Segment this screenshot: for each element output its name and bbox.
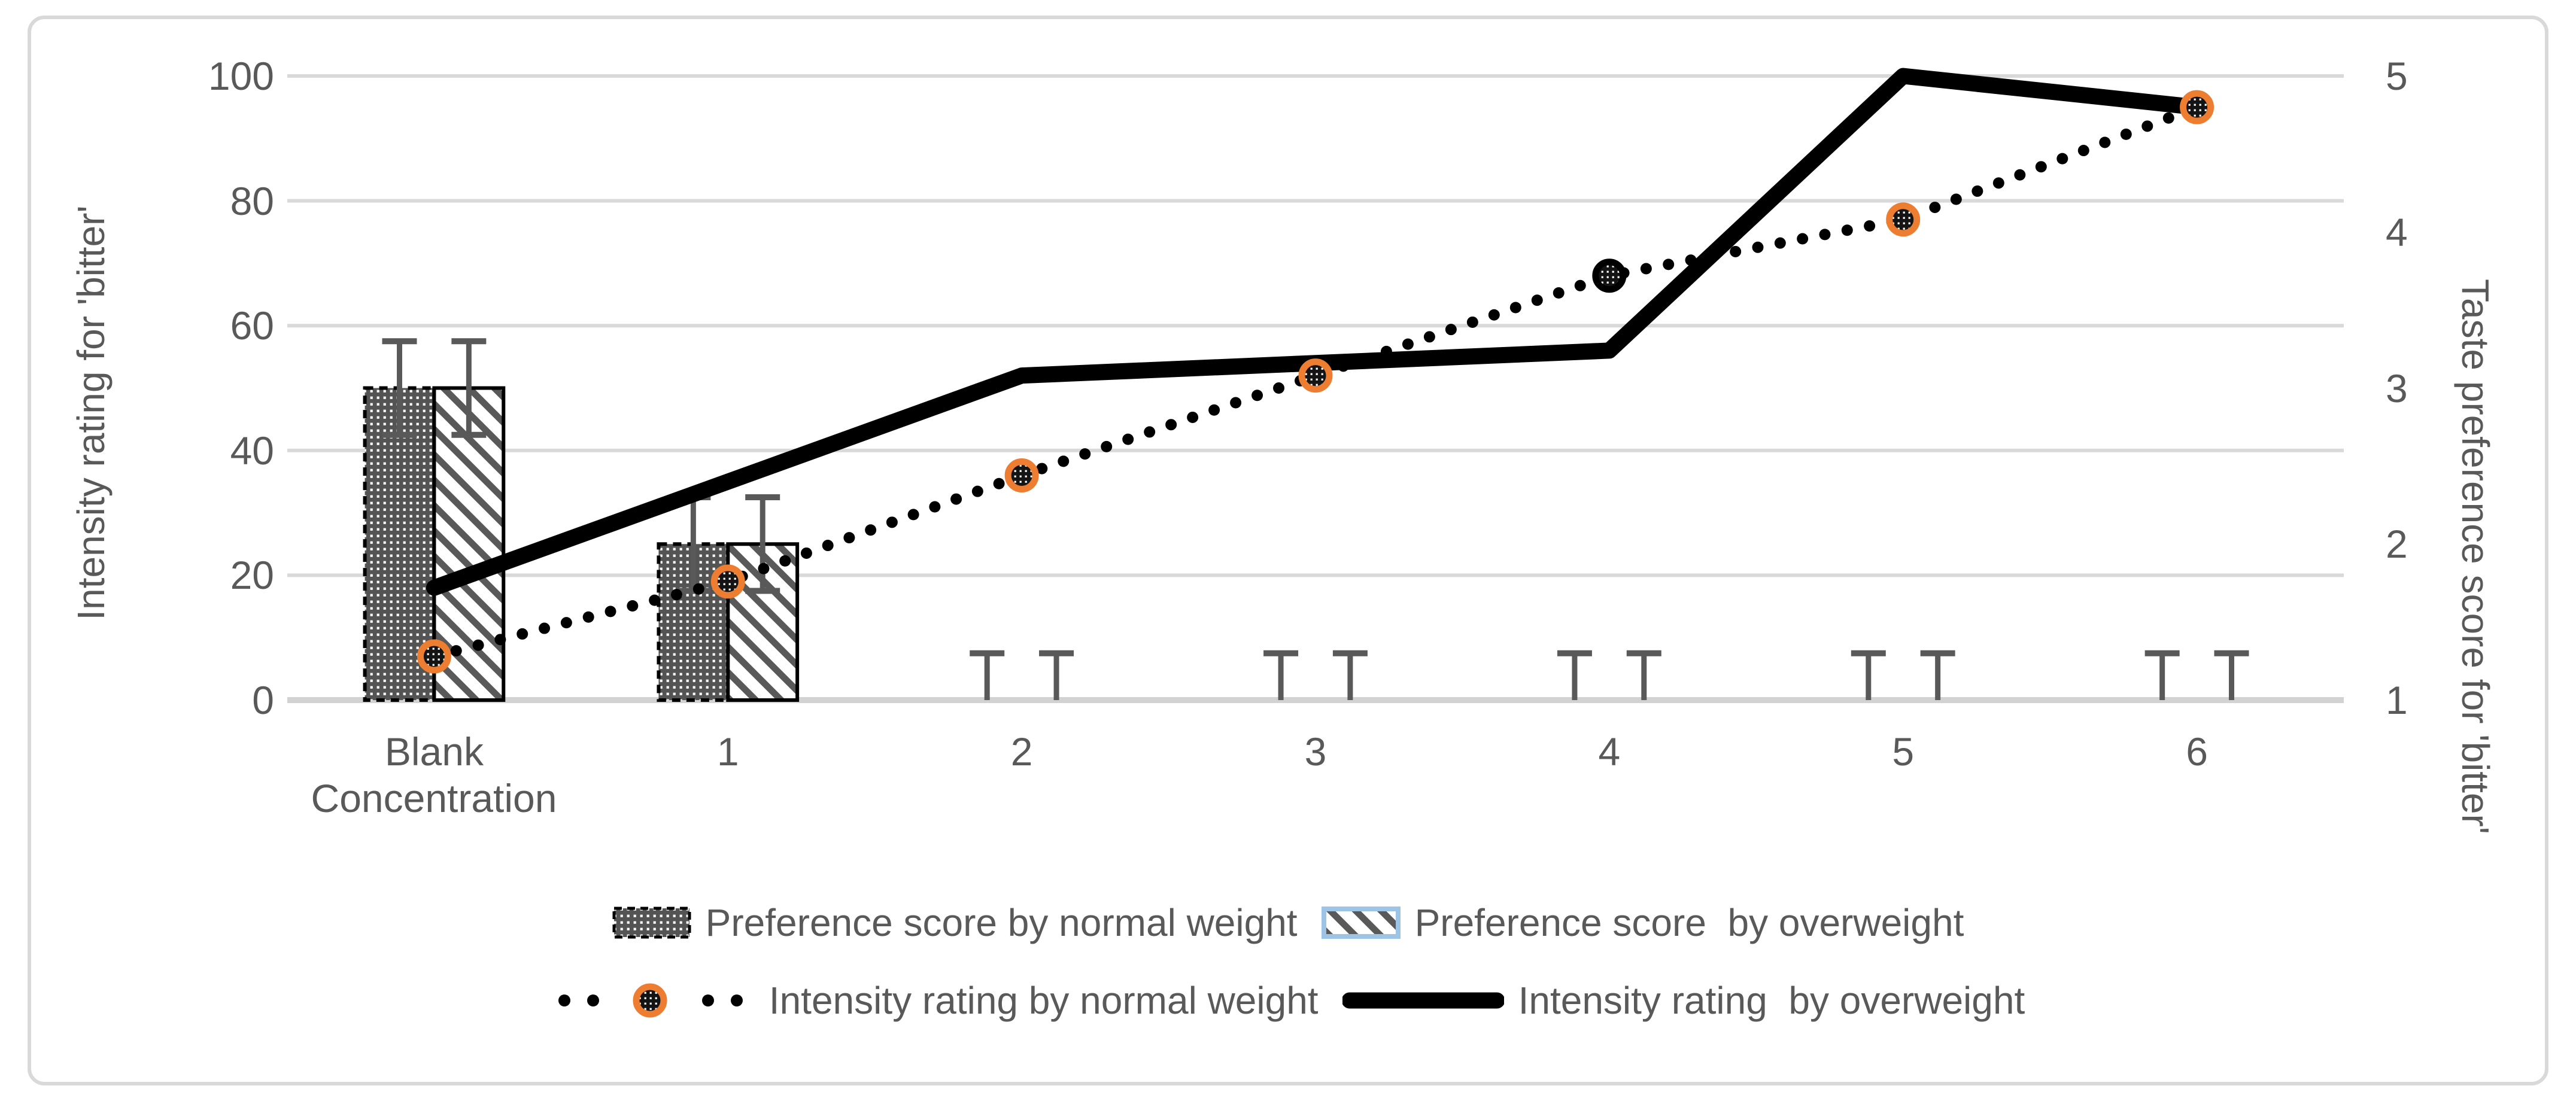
line-intensity-overweight — [426, 68, 2206, 596]
right-axis-tick-label: 4 — [2386, 209, 2408, 254]
x-axis-category-label: 2 — [1010, 729, 1033, 774]
left-axis-tick-label: 40 — [230, 428, 274, 473]
x-axis-category-label: 3 — [1304, 729, 1327, 774]
data-point-marker — [710, 564, 745, 599]
x-axis-category-label: 4 — [1598, 729, 1621, 774]
dotted-line-marker-swatch-icon — [558, 983, 743, 1018]
x-axis-category-label: Blank — [384, 729, 484, 774]
bar-dotted-swatch-icon — [612, 907, 691, 939]
data-point-marker — [1004, 458, 1039, 493]
data-point-marker — [417, 639, 451, 674]
left-axis-title: Intensity rating for 'bitter' — [69, 205, 113, 621]
x-axis-category-label: 6 — [2186, 729, 2208, 774]
data-point-marker — [1298, 358, 1333, 393]
bar-hatched-swatch-icon — [1321, 907, 1401, 939]
left-axis-tick-label: 0 — [252, 678, 274, 722]
legend-label-intensity-overweight: Intensity rating by overweight — [1518, 979, 2025, 1022]
legend-item-preference-normal: Preference score by normal weight — [612, 901, 1298, 945]
right-axis-tick-label: 2 — [2386, 522, 2408, 567]
data-point-marker — [1592, 258, 1627, 293]
left-axis-tick-label: 60 — [230, 303, 274, 348]
right-axis-tick-label: 1 — [2386, 678, 2408, 722]
legend-label-preference-overweight: Preference score by overweight — [1414, 901, 1964, 944]
legend-item-intensity-overweight: Intensity rating by overweight — [1342, 978, 2025, 1023]
legend-item-preference-overweight: Preference score by overweight — [1321, 901, 1964, 945]
x-axis-category-label: 1 — [716, 729, 739, 774]
legend-row-2: Intensity rating by normal weight Intens… — [551, 978, 2025, 1023]
legend-row-1: Preference score by normal weight Prefer… — [612, 901, 1964, 945]
left-axis-tick-label: 20 — [230, 553, 274, 598]
data-point-marker — [1886, 202, 1921, 237]
x-axis-sub-label: Concentration — [311, 776, 557, 820]
legend-label-intensity-normal: Intensity rating by normal weight — [768, 979, 1319, 1022]
left-axis-tick-label: 100 — [208, 54, 274, 98]
right-axis-title: Taste preference score for 'bitter' — [2454, 279, 2497, 834]
data-point-marker — [2180, 90, 2214, 124]
legend-item-intensity-normal: Intensity rating by normal weight — [551, 978, 1319, 1023]
solid-line-swatch-icon — [1342, 992, 1504, 1009]
legend-label-preference-normal: Preference score by normal weight — [705, 901, 1298, 944]
right-axis-tick-label: 5 — [2386, 54, 2408, 98]
left-axis-tick-label: 80 — [230, 178, 274, 223]
legend: Preference score by normal weight Prefer… — [0, 901, 2576, 1023]
right-axis-tick-label: 3 — [2386, 366, 2408, 410]
x-axis-category-label: 5 — [1892, 729, 1915, 774]
